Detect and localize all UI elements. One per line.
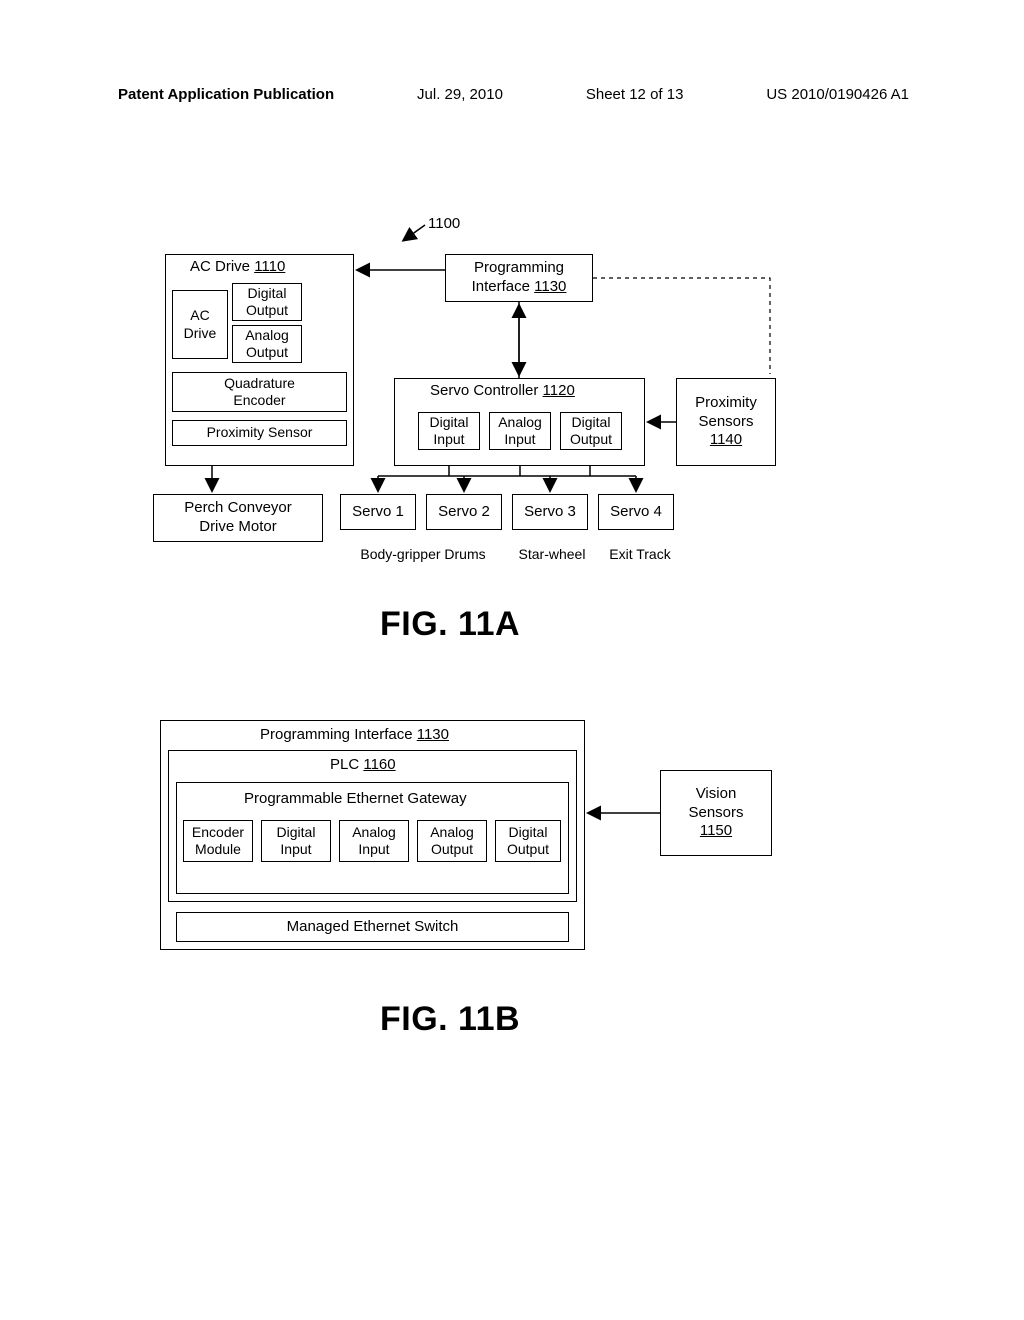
vision-sensors-num: 1150	[700, 822, 732, 841]
vision-sensors-l1: Vision	[696, 785, 737, 804]
programming-interface-b-num: 1130	[417, 726, 449, 743]
digital-output-b: DigitalOutput	[495, 820, 561, 862]
vision-sensors-l2: Sensors	[688, 804, 743, 823]
programming-interface-b-title: Programming Interface 1130	[260, 726, 449, 745]
programming-interface-b-text: Programming Interface	[260, 726, 417, 743]
peg-label: Programmable Ethernet Gateway	[244, 790, 467, 809]
figure-11b-title: FIG. 11B	[380, 1000, 520, 1039]
encoder-module: EncoderModule	[183, 820, 253, 862]
figure-11b-canvas: Programming Interface 1130 PLC 1160 Prog…	[0, 0, 1024, 1320]
vision-sensors: Vision Sensors 1150	[660, 770, 772, 856]
managed-ethernet-switch: Managed Ethernet Switch	[176, 912, 569, 942]
digital-input-b: DigitalInput	[261, 820, 331, 862]
analog-output-b: AnalogOutput	[417, 820, 487, 862]
plc-title: PLC 1160	[330, 756, 396, 775]
analog-input-b: AnalogInput	[339, 820, 409, 862]
plc-title-text: PLC	[330, 756, 363, 773]
plc-title-num: 1160	[363, 756, 395, 773]
